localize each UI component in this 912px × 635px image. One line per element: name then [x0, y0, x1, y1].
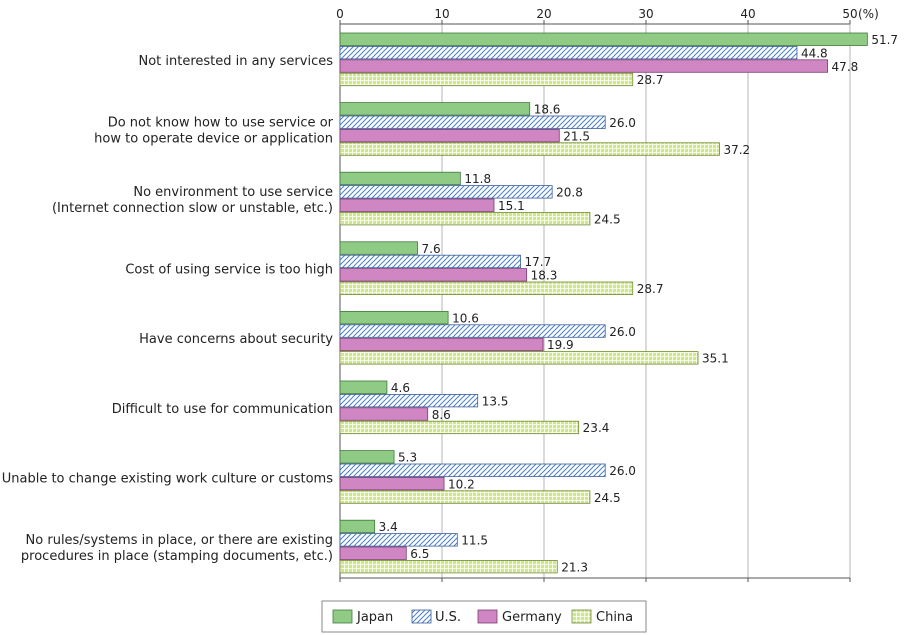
bar-germany: [339, 59, 828, 73]
category-labels: Not interested in any services Do not kno…: [2, 54, 334, 564]
data-label: 10.2: [448, 477, 475, 491]
data-label: 10.6: [452, 311, 479, 325]
bar-us: [339, 463, 606, 477]
legend-swatch-japan: [332, 609, 353, 624]
bar-china: [339, 420, 580, 435]
legend-swatch-us: [411, 609, 432, 624]
data-label: 44.8: [801, 46, 828, 60]
data-label: 37.2: [723, 143, 750, 157]
x-tick-label: 0: [336, 7, 344, 21]
bar-us: [339, 533, 458, 547]
bar-japan: [339, 171, 461, 186]
bar-japan: [339, 519, 376, 534]
legend-label: Germany: [502, 610, 562, 625]
data-label: 7.6: [422, 242, 441, 256]
bar-japan: [339, 310, 449, 325]
data-label: 20.8: [556, 186, 583, 200]
data-label: 13.5: [482, 394, 509, 408]
x-tick-label: 10: [434, 7, 449, 21]
category-label: Not interested in any services: [138, 54, 333, 69]
bar-china: [339, 560, 558, 574]
data-label: 21.5: [563, 129, 590, 143]
data-label: 19.9: [547, 338, 574, 352]
bar-us: [339, 324, 606, 338]
data-label: 6.5: [410, 547, 429, 561]
data-label: 21.3: [561, 560, 588, 574]
data-label: 17.7: [525, 255, 552, 269]
data-label: 24.5: [594, 491, 621, 505]
data-label: 24.5: [594, 212, 621, 226]
data-label: 15.1: [498, 199, 525, 213]
bars: 51.7 44.8 47.8 28.7 18.6 26.0 21.5 37.2 11.8 20.8…: [339, 32, 898, 574]
bar-us: [339, 393, 479, 408]
data-label: 18.6: [534, 103, 561, 117]
unit-label: (%): [858, 7, 879, 21]
legend-label: U.S.: [435, 610, 461, 625]
bar-japan: [339, 380, 388, 394]
category-label: No environment to use service: [133, 185, 333, 200]
category-label: Cost of using service is too high: [125, 263, 333, 278]
bar-us: [339, 185, 553, 199]
category-label: No rules/systems in place, or there are …: [26, 533, 333, 548]
bar-germany: [339, 128, 560, 143]
bar-china: [339, 490, 591, 504]
bar-germany: [339, 546, 407, 560]
category-label: Do not know how to use service or: [108, 115, 334, 130]
category-label: procedures in place (stamping documents,…: [21, 549, 333, 564]
x-tick-label: 30: [638, 7, 653, 21]
bar-japan: [339, 102, 531, 116]
legend-label: China: [596, 610, 633, 625]
data-label: 26.0: [609, 464, 636, 478]
category-label: how to operate device or application: [94, 131, 333, 146]
category-label: Difficult to use for communication: [112, 402, 333, 417]
data-label: 18.3: [531, 269, 558, 283]
category-label: Unable to change existing work culture o…: [2, 471, 333, 486]
legend-label: Japan: [356, 610, 393, 625]
bar-germany: [339, 407, 429, 421]
bar-china: [339, 211, 591, 226]
bar-germany: [339, 337, 544, 352]
legend-swatch-germany: [477, 609, 498, 624]
bar-germany: [339, 198, 495, 212]
data-label: 8.6: [432, 408, 451, 422]
x-tick-label: 50: [842, 7, 857, 21]
data-label: 26.0: [609, 325, 636, 339]
bar-china: [339, 72, 634, 87]
data-label: 23.4: [583, 421, 610, 435]
bar-us: [339, 115, 606, 129]
data-label: 47.8: [832, 60, 859, 74]
category-label: Have concerns about security: [139, 332, 333, 347]
bar-japan: [339, 241, 418, 255]
bar-china: [339, 351, 699, 365]
data-label: 4.6: [391, 381, 410, 395]
category-label: (Internet connection slow or unstable, e…: [52, 201, 333, 216]
data-label: 5.3: [398, 451, 417, 465]
data-label: 28.7: [637, 73, 664, 87]
legend: Japan U.S. Germany China: [321, 600, 647, 633]
bar-germany: [339, 268, 528, 282]
data-label: 3.4: [379, 520, 398, 534]
data-label: 28.7: [637, 282, 664, 296]
bar-china: [339, 281, 634, 295]
x-tick-label: 20: [536, 7, 551, 21]
legend-swatch-china: [571, 609, 592, 624]
bar-japan: [339, 450, 395, 464]
bar-germany: [339, 476, 445, 491]
bar-us: [339, 46, 798, 60]
data-label: 11.8: [464, 172, 491, 186]
bar-us: [339, 254, 521, 269]
data-label: 51.7: [871, 33, 898, 47]
bar-china: [339, 142, 720, 156]
data-label: 26.0: [609, 116, 636, 130]
x-tick-label: 40: [740, 7, 755, 21]
bar-japan: [339, 32, 868, 46]
data-label: 11.5: [461, 534, 488, 548]
data-label: 35.1: [702, 352, 729, 366]
